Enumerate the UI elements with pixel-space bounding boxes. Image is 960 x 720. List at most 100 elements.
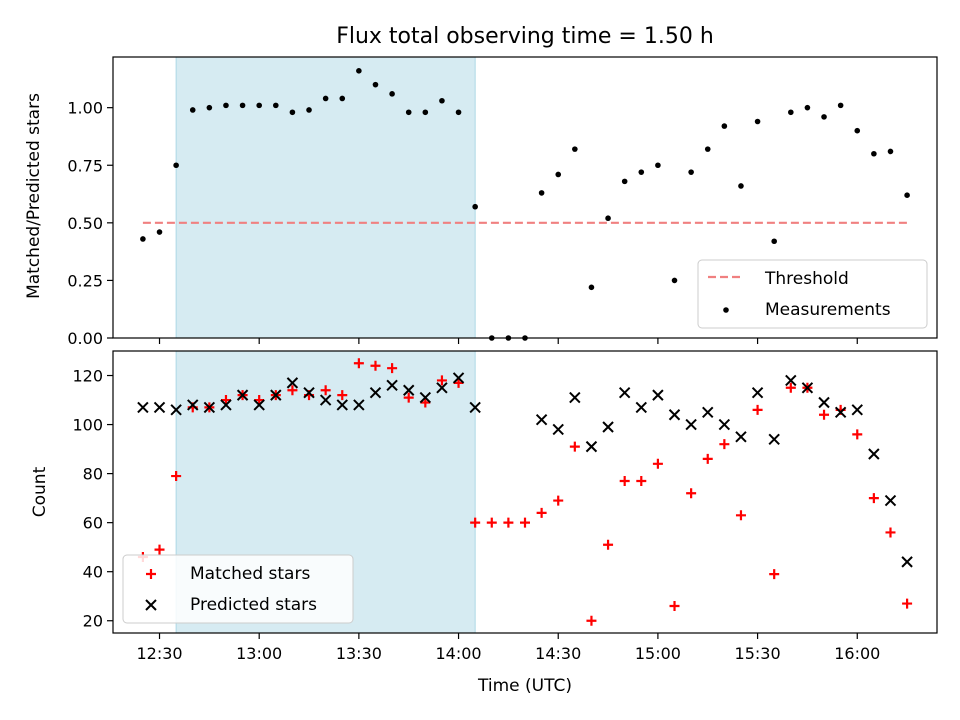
axes-frame (112, 56, 938, 339)
measurement-point (837, 102, 844, 109)
matched-star-point (453, 377, 464, 388)
top-y-axis-label: Matched/Predicted stars (24, 93, 44, 299)
matched-star-point (337, 390, 348, 401)
y-tick-label: 0.50 (67, 214, 103, 233)
predicted-star-point (369, 386, 382, 399)
predicted-star-point (635, 401, 647, 414)
legend-bottom: Matched stars Predicted stars (122, 554, 354, 624)
matched-star-point (652, 458, 663, 469)
matched-star-point (603, 539, 614, 550)
predicted-star-point (718, 418, 731, 431)
measurement-point (688, 169, 694, 175)
predicted-star-point (702, 406, 714, 419)
measurement-point (140, 236, 146, 242)
measurement-point (289, 109, 296, 116)
x-tick-label: 15:00 (635, 644, 681, 663)
matched-star-point (619, 475, 630, 486)
measurement-point (223, 102, 229, 109)
measurement-point (887, 148, 894, 155)
matched-star-point (436, 375, 447, 386)
x-tick-label: 14:30 (535, 644, 581, 663)
predicted-star-point (236, 389, 249, 401)
measurement-point (704, 146, 711, 152)
y-tick-label: 1.00 (67, 99, 103, 118)
y-tick-label: 60 (83, 514, 103, 533)
axes-frame (112, 350, 938, 634)
measurement-point (156, 229, 163, 235)
measurement-point (538, 190, 545, 196)
matched-star-point (503, 517, 514, 528)
legend-box (697, 259, 928, 329)
matched-star-point (669, 601, 680, 612)
measurement-point (871, 150, 877, 157)
matched-star-point (785, 382, 796, 393)
x-axis-label: Time (UTC) (477, 676, 572, 696)
predicted-star-point (851, 404, 863, 416)
measurement-point (738, 183, 744, 189)
legend-measurement-swatch (723, 307, 729, 313)
matched-star-point (735, 510, 746, 521)
measurement-point (804, 104, 811, 111)
matched-star-point (852, 429, 863, 440)
predicted-star-point (652, 389, 664, 401)
matched-star-point (586, 615, 597, 626)
measurement-point (455, 109, 462, 116)
legend-label: Predicted stars (190, 595, 317, 615)
matched-star-point (486, 517, 497, 528)
measurement-point (821, 114, 827, 120)
predicted-star-point (868, 448, 880, 460)
measurement-point (555, 171, 562, 178)
matched-star-point (702, 453, 713, 464)
bottom-y-axis-label: Count (30, 466, 50, 517)
matched-star-point (686, 488, 697, 499)
measurement-point (173, 162, 179, 169)
matched-star-point (254, 395, 265, 406)
matched-star-point (752, 404, 763, 415)
y-tick-label: 0.00 (67, 329, 103, 348)
predicted-star-point (785, 374, 797, 387)
predicted-star-point (469, 401, 481, 414)
x-tick-label: 16:00 (834, 644, 880, 663)
legend-matched-swatch (146, 569, 156, 579)
matched-star-point (353, 358, 364, 369)
matched-star-point (769, 569, 780, 580)
predicted-star-point (386, 379, 398, 392)
predicted-star-point (535, 413, 548, 426)
predicted-star-point (303, 386, 315, 399)
matched-star-point (636, 475, 647, 486)
predicted-star-point (834, 406, 847, 419)
measurement-point (306, 107, 312, 113)
measurement-point (638, 169, 645, 175)
matched-star-point (470, 517, 481, 528)
matched-star-point (420, 397, 431, 408)
matched-star-point (868, 493, 879, 504)
matched-star-point (287, 385, 298, 396)
predicted-star-point (220, 399, 232, 411)
measurement-point (605, 215, 611, 222)
measurement-point (356, 68, 362, 74)
predicted-star-point (884, 494, 897, 507)
predicted-star-point (436, 382, 448, 394)
predicted-star-point (286, 377, 299, 389)
measurement-point (788, 109, 794, 116)
matched-star-point (902, 598, 913, 609)
y-tick-label: 40 (83, 563, 103, 582)
measurement-point (389, 91, 395, 97)
predicted-star-point (353, 399, 365, 411)
legend-predicted-swatch (145, 599, 157, 611)
matched-star-point (387, 363, 398, 374)
measurement-point (372, 81, 379, 88)
x-tick-label: 15:30 (735, 644, 781, 663)
y-tick-label: 20 (83, 612, 103, 631)
predicted-star-point (170, 404, 182, 416)
predicted-star-point (187, 399, 199, 411)
predicted-star-point (153, 401, 166, 414)
measurement-point (189, 107, 196, 113)
measurement-point (256, 102, 262, 109)
y-tick-label: 100 (72, 416, 103, 435)
matched-star-point (536, 507, 547, 518)
measurement-point (572, 146, 578, 152)
predicted-star-point (569, 391, 581, 404)
predicted-star-point (336, 399, 348, 411)
